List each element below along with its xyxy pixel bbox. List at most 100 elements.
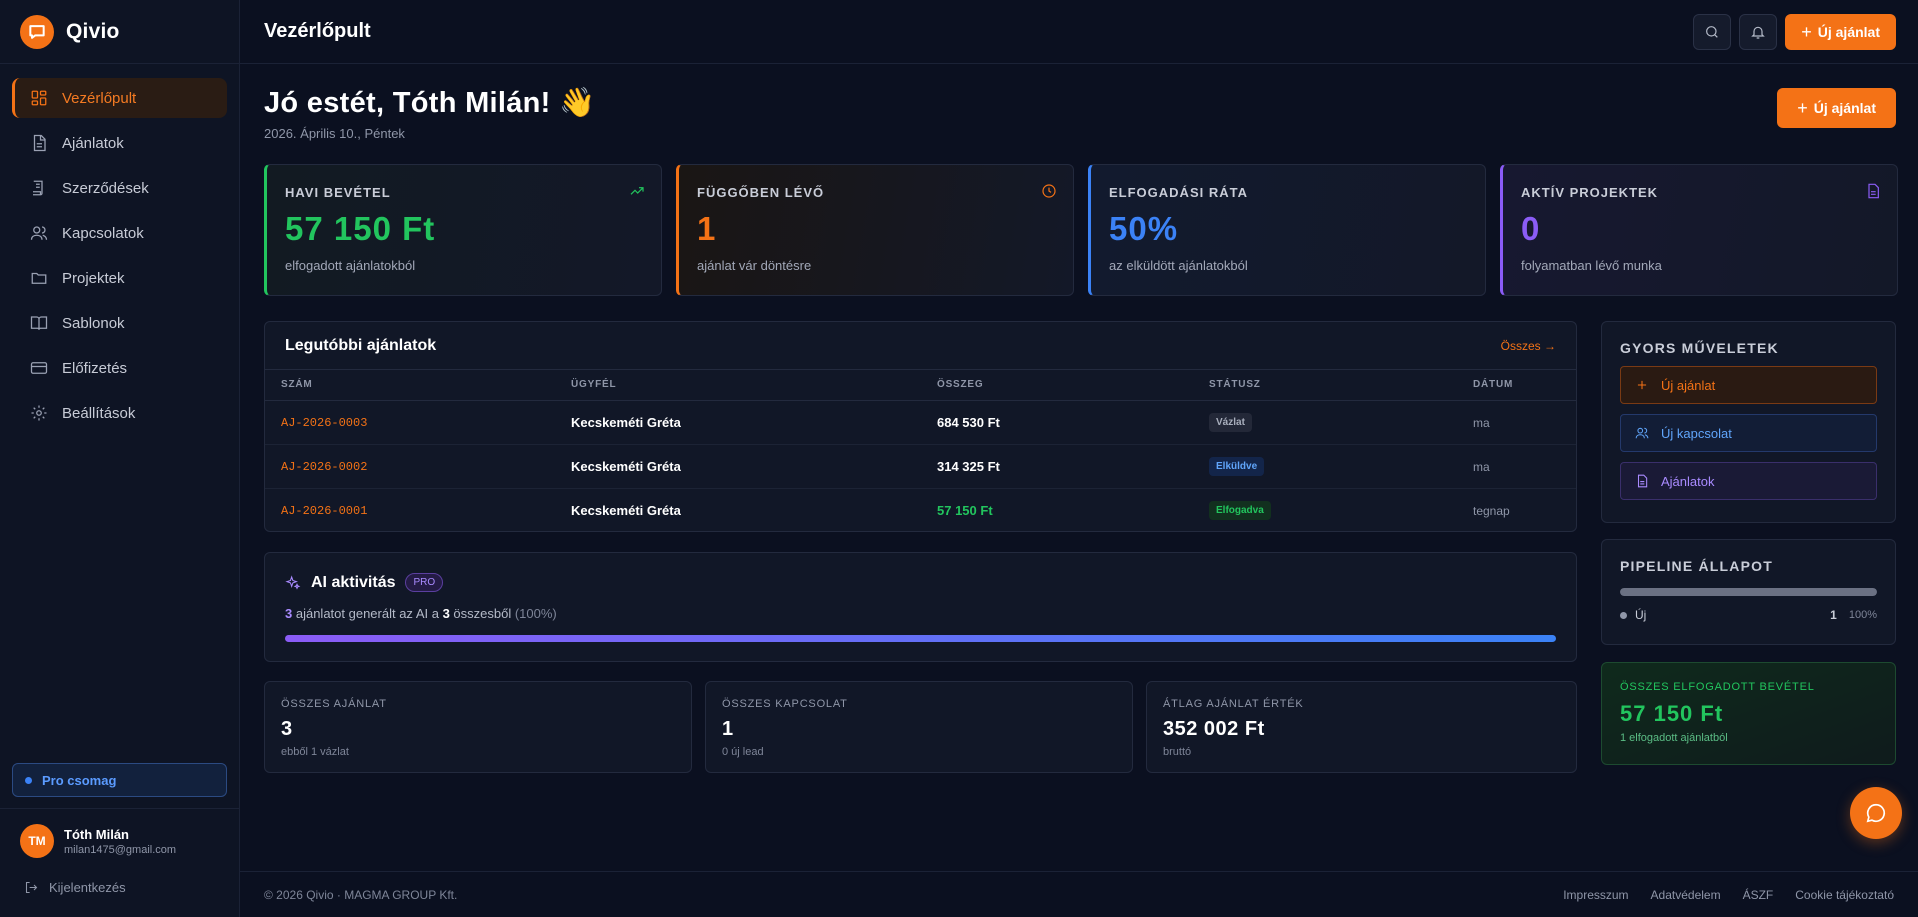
sparkles-icon [285, 574, 301, 590]
column-header[interactable]: ÜGYFÉL [555, 370, 921, 401]
offer-number[interactable]: AJ-2026-0001 [281, 504, 368, 519]
sidebar-item-offers[interactable]: Ajánlatok [12, 123, 227, 163]
search-button[interactable] [1693, 14, 1732, 50]
plan-label: Pro csomag [42, 772, 117, 788]
quick-new-offer-button[interactable]: Új ajánlat [1620, 366, 1877, 404]
stage-dot [1620, 611, 1627, 619]
sidebar-item-templates[interactable]: Sablonok [12, 303, 227, 343]
footer-link-cookies[interactable]: Cookie tájékoztató [1795, 887, 1894, 902]
sidebar-item-contracts[interactable]: Szerződések [12, 168, 227, 208]
folder-icon [31, 272, 47, 284]
users-icon [1635, 427, 1649, 439]
hero-new-offer-label: Új ajánlat [1813, 100, 1876, 116]
document-icon [1637, 474, 1648, 488]
notifications-button[interactable] [1739, 14, 1778, 50]
mini-label: ÖSSZES KAPCSOLAT [722, 698, 848, 710]
column-header[interactable]: STÁTUSZ [1193, 370, 1457, 401]
quick-offers-button[interactable]: Ajánlatok [1620, 462, 1877, 500]
greeting-title: Jó estét, Tóth Milán! 👋 [264, 87, 596, 119]
stat-label: HAVI BEVÉTEL [285, 185, 391, 200]
pro-badge: PRO [405, 573, 444, 592]
quick-button-label: Új ajánlat [1661, 377, 1716, 393]
offer-amount: 684 530 Ft [937, 414, 1000, 430]
brand-name: Qivio [66, 19, 120, 43]
logout-icon [25, 881, 38, 894]
stage-count: 1 [1830, 608, 1837, 622]
sidebar-item-label: Kapcsolatok [62, 224, 144, 242]
status-badge: Elfogadva [1209, 500, 1271, 520]
sidebar-item-dashboard[interactable]: Vezérlőpult [12, 78, 227, 118]
stage-percent: 100% [1848, 609, 1877, 621]
chat-button[interactable] [1850, 787, 1902, 839]
stat-card-active-projects[interactable]: AKTÍV PROJEKTEK 0 folyamatban lévő munka [1500, 164, 1898, 296]
table-row[interactable]: AJ-2026-0002 Kecskeméti Gréta 314 325 Ft… [265, 444, 1576, 489]
quick-actions-title: GYORS MŰVELETEK [1620, 340, 1779, 356]
view-all-link[interactable]: Összes → [1500, 338, 1556, 353]
stat-card-revenue[interactable]: HAVI BEVÉTEL 57 150 Ft elfogadott ajánla… [264, 164, 662, 296]
stat-card-acceptance-rate[interactable]: ELFOGADÁSI RÁTA 50% az elküldött ajánlat… [1088, 164, 1486, 296]
stat-label: AKTÍV PROJEKTEK [1521, 185, 1659, 200]
hero-new-offer-button[interactable]: + Új ajánlat [1777, 88, 1896, 128]
new-offer-button[interactable]: + Új ajánlat [1785, 14, 1896, 50]
offer-date: ma [1473, 415, 1490, 430]
footer-link-imprint[interactable]: Impresszum [1563, 887, 1629, 902]
pipeline-fill [1620, 588, 1877, 596]
pipeline-stage: Új 1 100% [1620, 608, 1877, 622]
sidebar-item-label: Szerződések [62, 179, 149, 197]
offer-amount: 57 150 Ft [937, 502, 993, 518]
greeting-date: 2026. Április 10., Péntek [264, 126, 405, 141]
column-header[interactable]: ÖSSZEG [921, 370, 1193, 401]
ai-summary: 3 ajánlatot generált az AI a 3 összesből… [285, 606, 1556, 621]
stat-value: 0 [1521, 210, 1541, 247]
sidebar-item-subscription[interactable]: Előfizetés [12, 348, 227, 388]
offer-number[interactable]: AJ-2026-0002 [281, 460, 368, 474]
logout-label: Kijelentkezés [49, 880, 126, 895]
sidebar-item-settings[interactable]: Beállítások [12, 393, 227, 433]
stat-value: 50% [1109, 210, 1179, 247]
plan-badge[interactable]: Pro csomag [12, 763, 227, 797]
revenue-label: ÖSSZES ELFOGADOTT BEVÉTEL [1620, 681, 1815, 693]
new-offer-label: Új ajánlat [1817, 24, 1880, 40]
quick-button-label: Ajánlatok [1661, 473, 1715, 489]
sidebar-item-projects[interactable]: Projektek [12, 258, 227, 298]
stat-sub: elfogadott ajánlatokból [285, 258, 416, 273]
offer-number[interactable]: AJ-2026-0003 [281, 416, 368, 430]
plan-dot [25, 776, 32, 784]
quick-actions-panel: GYORS MŰVELETEK Új ajánlat Új kapcsolat … [1601, 321, 1896, 523]
table-row[interactable]: AJ-2026-0001 Kecskeméti Gréta 57 150 Ft … [265, 488, 1576, 532]
document-icon [33, 134, 46, 152]
offer-client: Kecskeméti Gréta [571, 414, 681, 430]
quick-new-contact-button[interactable]: Új kapcsolat [1620, 414, 1877, 452]
user-email: milan1475@gmail.com [64, 843, 177, 856]
table-row[interactable]: AJ-2026-0003 Kecskeméti Gréta 684 530 Ft… [265, 400, 1576, 445]
ai-activity-panel: AI aktivitás PRO 3 ajánlatot generált az… [264, 552, 1577, 662]
offer-date: ma [1473, 459, 1490, 474]
quick-button-label: Új kapcsolat [1661, 425, 1732, 441]
footer-link-privacy[interactable]: Adatvédelem [1650, 887, 1721, 902]
sidebar-item-label: Vezérlőpult [62, 89, 137, 107]
pipeline-panel: PIPELINE ÁLLAPOT Új 1 100% [1601, 539, 1896, 645]
avg-offer-card: ÁTLAG AJÁNLAT ÉRTÉK 352 002 Ft bruttó [1146, 681, 1577, 773]
user-name: Tóth Milán [64, 826, 129, 842]
gear-icon [31, 405, 47, 421]
top-actions: + Új ajánlat [1693, 14, 1896, 50]
mini-label: ÁTLAG AJÁNLAT ÉRTÉK [1163, 698, 1304, 710]
ai-text-end: összesből [449, 606, 515, 621]
brand[interactable]: Qivio [0, 0, 239, 64]
stat-sub: folyamatban lévő munka [1521, 258, 1662, 273]
status-badge: Vázlat [1209, 412, 1252, 432]
footer: © 2026 Qivio · MAGMA GROUP Kft. Impressz… [240, 871, 1918, 917]
sidebar-item-contacts[interactable]: Kapcsolatok [12, 213, 227, 253]
ai-text-mid: ajánlatot generált az AI a [292, 606, 443, 621]
stat-card-pending[interactable]: FÜGGŐBEN LÉVŐ 1 ajánlat vár döntésre [676, 164, 1074, 296]
offer-date: tegnap [1473, 503, 1510, 518]
search-icon [1706, 26, 1718, 38]
logout-button[interactable]: Kijelentkezés [24, 880, 126, 895]
user-profile[interactable]: TM Tóth Milán milan1475@gmail.com [20, 824, 176, 858]
column-header[interactable]: DÁTUM [1457, 370, 1576, 401]
footer-link-terms[interactable]: ÁSZF [1742, 887, 1774, 902]
column-header[interactable]: SZÁM [265, 370, 555, 401]
table-header-row: SZÁM ÜGYFÉL ÖSSZEG STÁTUSZ DÁTUM [265, 370, 1576, 401]
book-icon [30, 316, 48, 330]
mini-sub: ebből 1 vázlat [281, 746, 349, 758]
